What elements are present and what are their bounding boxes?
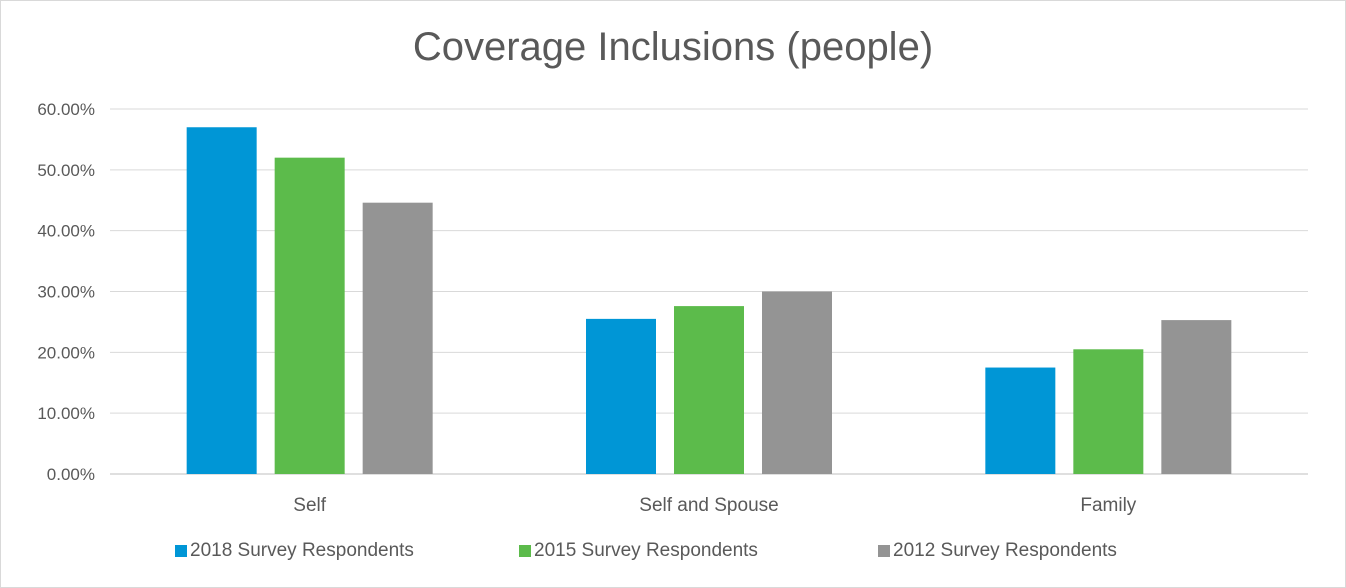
y-tick-label: 40.00%	[37, 222, 95, 241]
legend-label-2015: 2015 Survey Respondents	[534, 540, 758, 561]
bar	[274, 157, 345, 474]
y-tick-label: 50.00%	[37, 161, 95, 180]
chart-legend: 2018 Survey Respondents 2015 Survey Resp…	[0, 540, 1346, 566]
y-tick-label: 60.00%	[37, 100, 95, 119]
legend-item-2018: 2018 Survey Respondents	[175, 540, 414, 562]
legend-swatch-2012	[878, 545, 890, 557]
bar	[586, 318, 656, 474]
bar	[1073, 349, 1144, 474]
category-label: Family	[1080, 495, 1136, 516]
bar	[985, 367, 1056, 474]
legend-item-2015: 2015 Survey Respondents	[519, 540, 758, 562]
bar	[1161, 320, 1232, 474]
legend-label-2018: 2018 Survey Respondents	[190, 540, 414, 561]
bar	[362, 202, 433, 474]
y-tick-label: 10.00%	[37, 404, 95, 423]
legend-swatch-2015	[519, 545, 531, 557]
legend-label-2012: 2012 Survey Respondents	[893, 540, 1117, 561]
category-label: Self	[293, 495, 326, 516]
y-tick-label: 20.00%	[37, 343, 95, 362]
chart-title: Coverage Inclusions (people)	[412, 25, 934, 69]
y-tick-label: 0.00%	[47, 465, 95, 484]
category-label: Self and Spouse	[639, 495, 778, 516]
bar	[186, 127, 257, 474]
bar	[762, 291, 832, 474]
legend-swatch-2018	[175, 545, 187, 557]
legend-item-2012: 2012 Survey Respondents	[878, 540, 1117, 562]
bar	[674, 306, 744, 474]
y-tick-label: 30.00%	[37, 283, 95, 302]
